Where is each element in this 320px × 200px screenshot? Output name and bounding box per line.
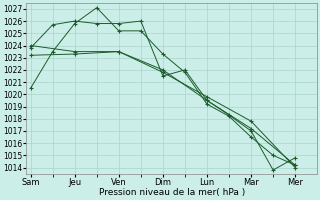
X-axis label: Pression niveau de la mer( hPa ): Pression niveau de la mer( hPa ) [99,188,245,197]
